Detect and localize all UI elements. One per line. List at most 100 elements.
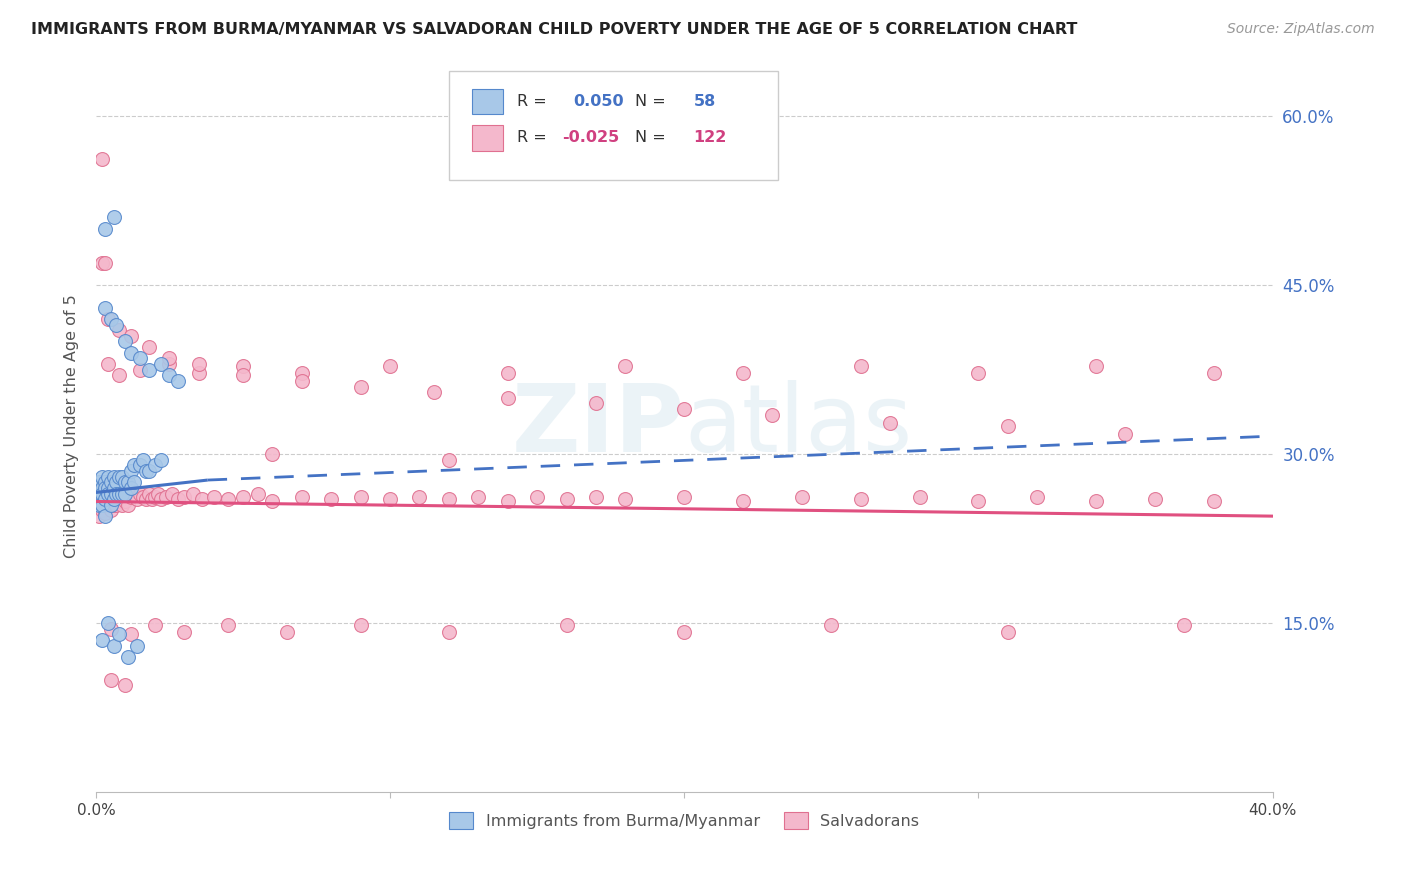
Bar [472, 88, 503, 114]
Point [555, 618, 578, 632]
Point [114, 494, 136, 508]
Point [100, 311, 122, 326]
Point [967, 366, 990, 380]
Point [97, 357, 120, 371]
Point [291, 374, 314, 388]
Point [114, 678, 136, 692]
Point [100, 503, 122, 517]
Point [378, 359, 401, 374]
Point [1202, 494, 1225, 508]
Point [93, 301, 115, 315]
Point [202, 490, 225, 504]
Point [97, 486, 120, 500]
Point [97, 486, 120, 500]
Point [555, 492, 578, 507]
Point [129, 351, 152, 366]
Point [90, 152, 112, 166]
Point [97, 311, 120, 326]
Point [349, 490, 371, 504]
Point [997, 419, 1019, 434]
Point [496, 494, 519, 508]
Point [731, 366, 754, 380]
Point [93, 483, 115, 498]
Point [157, 357, 180, 371]
Point [117, 475, 139, 490]
Point [820, 618, 842, 632]
Point [97, 481, 120, 495]
Point [1085, 359, 1108, 374]
Point [181, 486, 204, 500]
Point [496, 391, 519, 405]
Point [162, 486, 184, 500]
Point [143, 458, 166, 473]
Point [93, 492, 115, 507]
Point [120, 328, 142, 343]
Text: atlas: atlas [685, 380, 912, 472]
Point [437, 452, 460, 467]
Point [87, 509, 110, 524]
Point [108, 627, 131, 641]
Point [100, 486, 122, 500]
Point [120, 490, 142, 504]
Point [103, 469, 125, 483]
Point [167, 374, 190, 388]
Point [437, 492, 460, 507]
Point [291, 490, 314, 504]
Point [321, 492, 343, 507]
Point [761, 408, 783, 422]
FancyBboxPatch shape [449, 70, 779, 180]
Point [103, 639, 125, 653]
Point [90, 503, 112, 517]
Point [87, 486, 110, 500]
Point [114, 486, 136, 500]
Point [673, 490, 696, 504]
Point [614, 492, 637, 507]
Point [731, 494, 754, 508]
Point [276, 625, 298, 640]
Point [108, 323, 131, 337]
Point [138, 340, 160, 354]
Point [103, 211, 125, 225]
Point [191, 492, 214, 507]
Bar [472, 125, 503, 151]
Point [111, 498, 134, 512]
Point [122, 475, 145, 490]
Text: R =: R = [517, 94, 553, 109]
Point [232, 368, 254, 383]
Point [143, 618, 166, 632]
Point [105, 318, 128, 332]
Point [93, 494, 115, 508]
Point [122, 486, 145, 500]
Point [349, 379, 371, 393]
Point [349, 618, 371, 632]
Point [122, 458, 145, 473]
Point [155, 490, 177, 504]
Text: N =: N = [634, 130, 671, 145]
Point [93, 255, 115, 269]
Point [187, 366, 209, 380]
Point [120, 464, 142, 478]
Point [1114, 426, 1136, 441]
Point [93, 475, 115, 490]
Point [908, 490, 931, 504]
Point [149, 492, 172, 507]
Point [167, 492, 190, 507]
Point [87, 486, 110, 500]
Point [673, 625, 696, 640]
Point [146, 486, 169, 500]
Point [217, 492, 239, 507]
Point [1026, 490, 1049, 504]
Point [585, 490, 607, 504]
Text: N =: N = [634, 94, 671, 109]
Point [157, 368, 180, 383]
Point [90, 492, 112, 507]
Point [103, 498, 125, 512]
Point [125, 492, 148, 507]
Point [87, 475, 110, 490]
Point [232, 359, 254, 374]
Point [967, 494, 990, 508]
Text: 58: 58 [693, 94, 716, 109]
Point [129, 486, 152, 500]
Point [1173, 618, 1195, 632]
Point [997, 625, 1019, 640]
